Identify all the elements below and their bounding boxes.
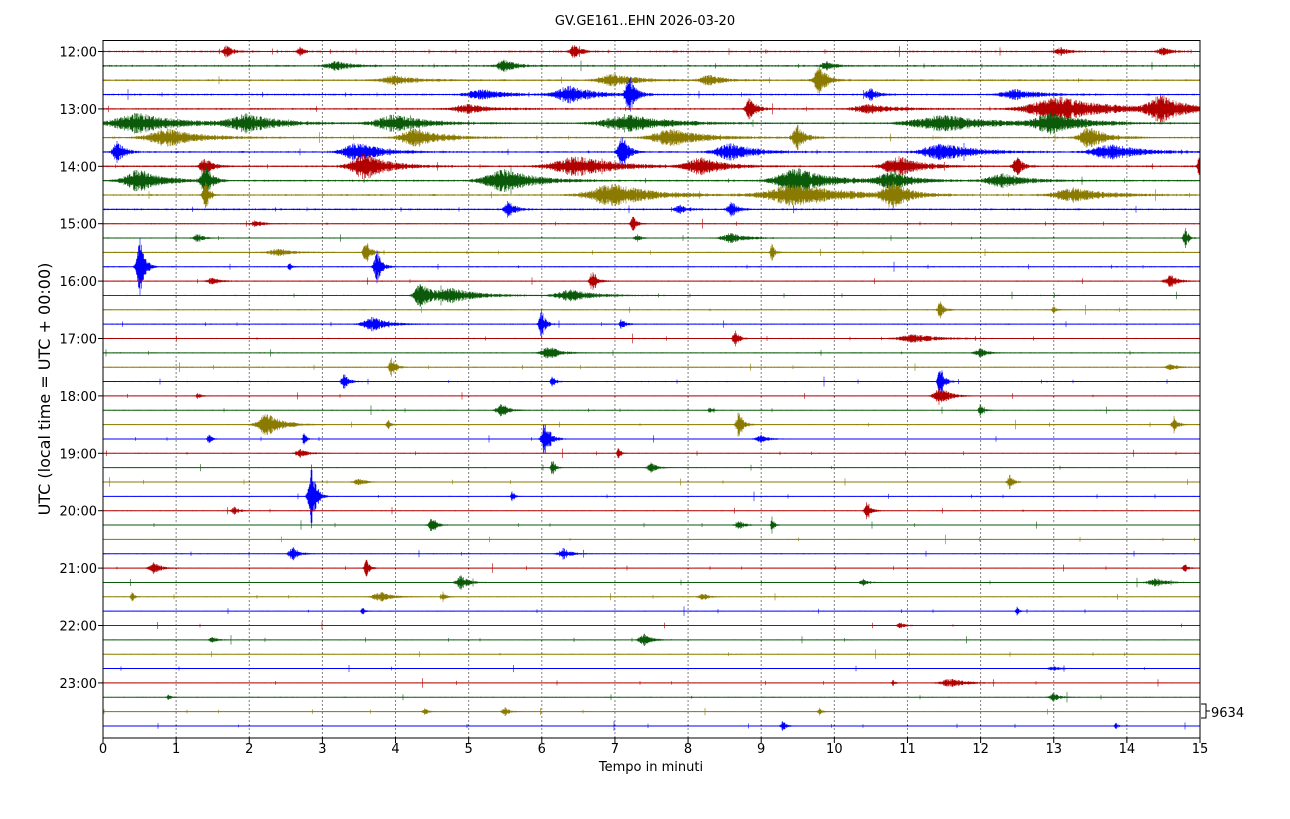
x-tick-label: 3: [318, 742, 326, 757]
y-tick-label: 19:00: [60, 447, 97, 462]
x-tick-label: 2: [245, 742, 253, 757]
y-tick-label: 23:00: [60, 677, 97, 692]
x-axis-label: Tempo in minuti: [598, 760, 703, 775]
y-tick-label: 12:00: [60, 46, 97, 61]
y-tick-label: 13:00: [60, 103, 97, 118]
x-axis-ticks: 0 1 2 3 4 5 6 7 8 9 10 11 12 13 14 15: [99, 738, 1208, 757]
y-tick-label: 17:00: [60, 333, 97, 348]
x-tick-label: 12: [972, 742, 989, 757]
y-tick-label: 21:00: [60, 562, 97, 577]
x-tick-label: 11: [899, 742, 916, 757]
x-tick-label: 5: [465, 742, 473, 757]
y-tick-label: 14:00: [60, 160, 97, 175]
x-tick-label: 8: [684, 742, 692, 757]
vertical-grid: [175, 40, 1128, 738]
y-axis-ticks: 12:00 13:00 14:00 15:00 16:00 17:00 18:00 19:00…: [60, 46, 103, 692]
y-tick-label: 16:00: [60, 275, 97, 290]
x-tick-label: 6: [538, 742, 546, 757]
x-tick-label: 4: [391, 742, 399, 757]
y-tick-label: 15:00: [60, 218, 97, 233]
x-tick-label: 10: [826, 742, 843, 757]
scale-bracket: 9634: [1201, 703, 1244, 721]
y-tick-label: 18:00: [60, 390, 97, 405]
plot-frame: [102, 40, 1201, 739]
seismic-traces: [102, 45, 1201, 731]
x-tick-label: 7: [611, 742, 619, 757]
x-tick-label: 0: [99, 742, 107, 757]
y-tick-label: 22:00: [60, 620, 97, 635]
chart-title: GV.GE161..EHN 2026-03-20: [555, 14, 735, 29]
x-tick-label: 1: [172, 742, 180, 757]
x-tick-label: 15: [1192, 742, 1209, 757]
x-tick-label: 14: [1119, 742, 1136, 757]
x-tick-label: 9: [757, 742, 765, 757]
x-tick-label: 13: [1045, 742, 1062, 757]
scale-label: 9634: [1211, 706, 1244, 721]
y-axis-label: UTC (local time = UTC + 00:00): [35, 263, 54, 516]
y-tick-label: 20:00: [60, 505, 97, 520]
